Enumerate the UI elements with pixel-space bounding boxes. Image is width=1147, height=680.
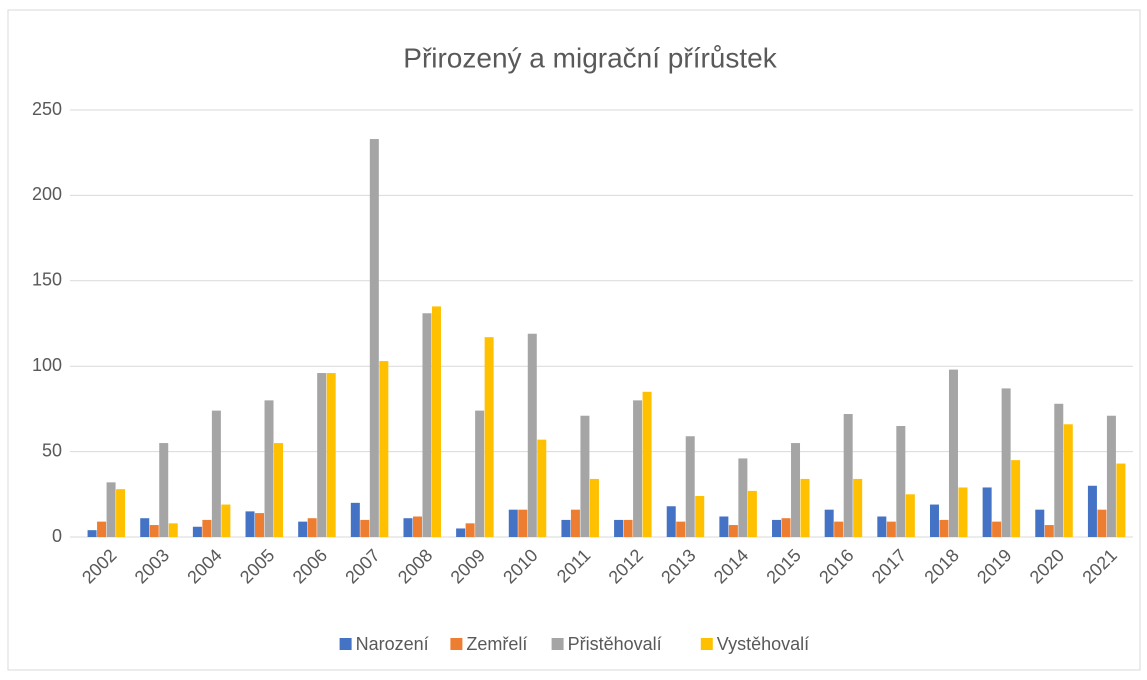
y-tick-label: 50 (42, 440, 62, 460)
y-tick-label: 250 (32, 99, 62, 119)
bar (958, 487, 968, 537)
bar (350, 502, 360, 537)
bar (149, 525, 159, 537)
bar (1035, 509, 1045, 537)
y-tick-label: 0 (52, 526, 62, 546)
bar (412, 516, 422, 537)
bar (106, 482, 116, 537)
bar (633, 400, 643, 537)
bar (1011, 460, 1021, 537)
bar (1116, 463, 1126, 537)
bar (379, 361, 389, 537)
bar (791, 443, 801, 537)
bar (939, 519, 949, 537)
y-tick-label: 100 (32, 355, 62, 375)
bar (589, 478, 599, 537)
bar (1097, 509, 1107, 537)
legend-swatch (700, 638, 713, 650)
bar (982, 487, 992, 537)
bar (431, 306, 441, 537)
bar (245, 511, 255, 537)
bar (298, 521, 308, 537)
bar (369, 139, 379, 537)
bar (87, 530, 97, 537)
bar (255, 513, 265, 537)
bar (403, 518, 413, 537)
legend-label: Zemřelí (466, 634, 527, 654)
bar (1044, 525, 1054, 537)
bar (192, 526, 202, 537)
bar (116, 489, 126, 537)
bar (824, 509, 834, 537)
bar (781, 518, 791, 537)
bar (326, 373, 336, 537)
bar (518, 509, 528, 537)
legend-swatch (551, 638, 564, 650)
bar (929, 504, 939, 537)
bar (140, 518, 150, 537)
bar (570, 509, 580, 537)
bar (1001, 388, 1011, 537)
bar (738, 458, 748, 537)
y-tick-label: 150 (32, 270, 62, 290)
chart-border (7, 9, 1141, 671)
bar (695, 496, 705, 537)
bar (484, 337, 494, 537)
bar (274, 443, 284, 537)
bar (834, 521, 844, 537)
bar (202, 519, 212, 537)
bar (992, 521, 1002, 537)
bar (580, 415, 590, 537)
legend-label: Vystěhovalí (717, 634, 809, 654)
bar (676, 521, 686, 537)
bar (1106, 415, 1116, 537)
bar (896, 425, 906, 537)
bar (221, 504, 231, 537)
bar (508, 509, 518, 537)
bar (614, 519, 624, 537)
bar (159, 443, 169, 537)
bar (1087, 485, 1097, 537)
bar (877, 516, 887, 537)
legend-label: Narození (356, 634, 429, 654)
bar (853, 478, 863, 537)
bar (475, 410, 485, 537)
bar (623, 519, 633, 537)
legend-label: Přistěhovalí (568, 634, 662, 654)
bar (666, 506, 676, 537)
bar (1063, 424, 1073, 537)
bar (317, 373, 327, 537)
bar (642, 391, 652, 537)
bar (422, 313, 432, 537)
bar (728, 525, 738, 537)
bar (527, 333, 537, 537)
bar (1054, 403, 1064, 537)
bar (264, 400, 274, 537)
bar (800, 478, 810, 537)
bar (843, 414, 853, 537)
bar (719, 516, 729, 537)
bar (886, 521, 896, 537)
legend-swatch (450, 638, 463, 650)
bar (537, 439, 547, 537)
bar (685, 436, 695, 537)
bar (465, 523, 475, 537)
bar (97, 521, 107, 537)
bar (211, 410, 221, 537)
bar (905, 494, 915, 537)
bar (307, 518, 317, 537)
chart-title: Přirozený a migrační přírůstek (403, 42, 777, 73)
bar (360, 519, 370, 537)
bar (561, 519, 571, 537)
y-tick-label: 200 (32, 184, 62, 204)
bar (747, 490, 757, 537)
bar (772, 519, 782, 537)
bar (168, 523, 178, 537)
bar (948, 369, 958, 537)
legend-swatch (339, 638, 352, 650)
bar (456, 528, 466, 537)
